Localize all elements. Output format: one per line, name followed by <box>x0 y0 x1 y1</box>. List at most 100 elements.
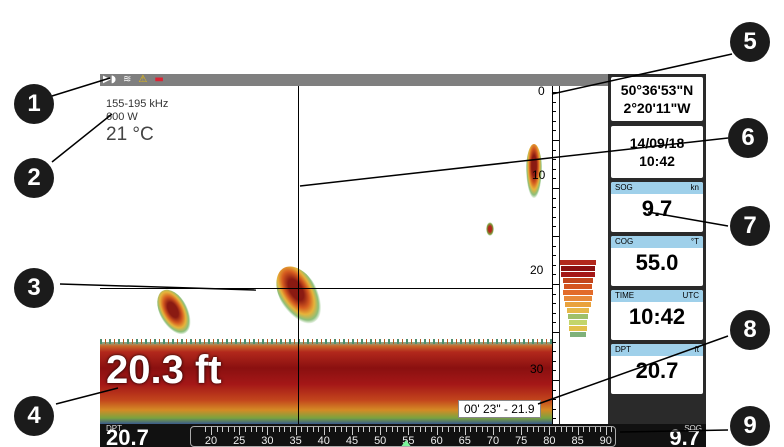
sog-label: SOG <box>615 183 633 192</box>
heading-tick <box>374 427 376 432</box>
datetime-panel[interactable]: 14/09/18 10:42 <box>611 126 703 178</box>
bottom-sog-label: SOG <box>684 424 702 433</box>
heading-tick <box>290 427 291 432</box>
heading-tick <box>335 427 337 432</box>
depth-tick <box>552 265 556 266</box>
heading-tick <box>555 427 556 432</box>
heading-tick <box>312 427 314 432</box>
depth-tick <box>552 188 559 189</box>
depth-tick <box>552 130 556 131</box>
heading-tick <box>346 427 348 432</box>
latitude: 50°36'53"N <box>620 82 694 98</box>
heading-label: 75 <box>515 435 528 447</box>
heading-tick <box>368 427 370 432</box>
depth-tick <box>552 418 556 419</box>
heading-tick <box>250 427 252 432</box>
depth-tick <box>552 380 559 381</box>
heading-tick <box>549 427 551 435</box>
heading-tick <box>436 427 438 435</box>
heading-tick <box>504 427 506 432</box>
heading-tick <box>329 427 331 432</box>
heading-tick <box>442 427 444 432</box>
position-panel[interactable]: 50°36'53"N 2°20'11"W <box>611 77 703 121</box>
fish-echo <box>486 222 494 236</box>
depth-tick <box>552 226 556 227</box>
heading-tick <box>532 427 534 432</box>
heading-label: 70 <box>486 435 500 447</box>
heading-tick <box>515 427 517 432</box>
sog-panel[interactable]: SOG kn 9.7 <box>611 182 703 232</box>
bottom-dpt-label: DPT <box>106 424 122 433</box>
heading-label: 30 <box>261 435 274 447</box>
warning-icon[interactable]: ⚠ <box>138 74 148 85</box>
depth-label: 30 <box>530 362 544 376</box>
depth-tick <box>552 217 556 218</box>
depth-tick <box>552 102 556 103</box>
sog-value: 9.7 <box>641 196 673 221</box>
depth-tick <box>552 92 559 93</box>
heading-tick <box>493 427 494 435</box>
heading-tick <box>594 427 596 432</box>
heading-tick <box>611 427 613 432</box>
time-panel[interactable]: TIME UTC 10:42 <box>611 290 703 340</box>
heading-tick <box>284 427 286 432</box>
callout-badge: 5 <box>730 22 770 62</box>
depth-tick <box>552 409 556 410</box>
date: 14/09/18 <box>629 135 685 151</box>
depth-label: 20 <box>530 263 544 277</box>
heading-label: 50 <box>374 435 387 447</box>
heading-tick <box>385 427 387 432</box>
heading-tape[interactable]: 20 25 30 35 40 45 50 55 60 65 70 75 80 85 90 <box>190 426 616 447</box>
cursor-horizontal-line[interactable] <box>100 288 552 289</box>
heading-label: 60 <box>430 435 443 447</box>
sonar-icon[interactable]: ▶◗ <box>103 74 116 85</box>
depth-tick <box>552 159 556 160</box>
heading-tick <box>470 427 472 432</box>
dpt-value: 20.7 <box>635 358 679 383</box>
depth-tick <box>552 332 559 333</box>
heading-tick <box>397 427 399 432</box>
heading-tick <box>538 427 540 432</box>
sog-unit: kn <box>690 183 699 192</box>
callout-badge: 8 <box>730 310 770 350</box>
heading-tick <box>391 427 393 432</box>
longitude: 2°20'11"W <box>623 100 691 116</box>
wifi-icon[interactable]: ≋ <box>122 74 132 85</box>
cog-value: 55.0 <box>635 250 679 275</box>
sonar-display[interactable]: ▶◗ ≋ ⚠ ▬ 155-195 kHz 600 W 21 °C 0 10 20… <box>100 74 608 424</box>
depth-tick <box>552 284 559 285</box>
heading-tick <box>560 427 562 432</box>
depth-readout-large: 20.3 ft <box>106 348 222 392</box>
heading-tick <box>577 427 579 435</box>
heading-tick <box>498 427 500 432</box>
heading-tick <box>233 427 235 432</box>
cog-panel[interactable]: COG °T 55.0 <box>611 236 703 286</box>
fish-echo <box>267 258 331 332</box>
depth-tick <box>552 207 556 208</box>
frequency-readout: 155-195 kHz <box>106 98 169 110</box>
depth-tick <box>552 169 556 170</box>
data-panels: 50°36'53"N 2°20'11"W 14/09/18 10:42 SOG … <box>608 74 706 424</box>
heading-tick <box>273 427 274 432</box>
callout-badge: 2 <box>14 158 54 198</box>
heading-tick <box>431 427 432 432</box>
battery-icon[interactable]: ▬ <box>154 74 164 85</box>
dpt-header: DPT ft <box>611 344 703 356</box>
depth-label: 0 <box>538 84 545 98</box>
depth-tick <box>552 198 556 199</box>
time-label: TIME <box>615 291 635 300</box>
heading-label: 20 <box>204 435 218 447</box>
heading-tick <box>447 427 449 432</box>
depth-tick <box>552 111 556 112</box>
depth-tick <box>552 150 556 151</box>
depth-scale: 0 10 20 30 <box>530 84 608 424</box>
heading-tick <box>306 427 308 432</box>
cursor-vertical-line[interactable] <box>298 86 299 424</box>
heading-pointer-icon <box>400 440 412 446</box>
heading-label: 80 <box>543 435 556 447</box>
heading-tick <box>227 427 229 432</box>
heading-tick <box>239 427 241 435</box>
depth-tick <box>552 322 556 323</box>
dpt-panel[interactable]: DPT ft 20.7 <box>611 344 703 394</box>
heading-tick <box>476 427 478 432</box>
